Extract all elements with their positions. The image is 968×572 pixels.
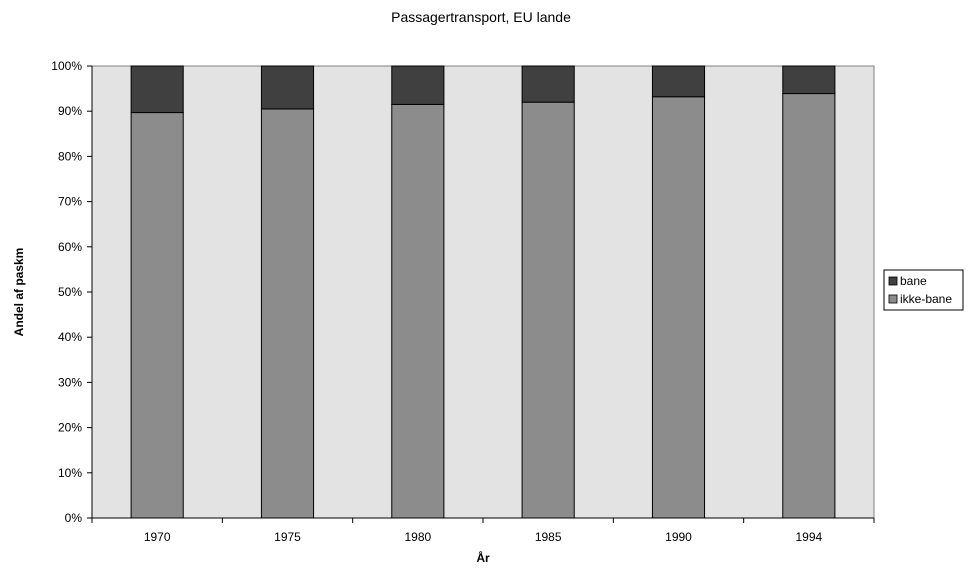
x-tick-label-1975: 1975 — [274, 530, 301, 544]
x-tick-label-1990: 1990 — [665, 530, 692, 544]
y-tick-label: 0% — [65, 511, 83, 525]
legend: bane ikke-bane — [883, 269, 964, 311]
bar-ikke-bane-1990 — [651, 96, 706, 519]
bar-ikke-bane-1994 — [782, 93, 836, 519]
ticks-layer: 1970 1975 1980 1985 1990 1994 0% 10% 20% 30% 40% 50… — [51, 59, 822, 544]
legend-swatch-ikke-bane — [888, 294, 898, 304]
bar-bane-1990 — [651, 65, 706, 98]
bar-ikke-bane-1970 — [130, 112, 184, 519]
y-tick-label: 10% — [58, 466, 82, 480]
bar-ikke-bane-1975 — [260, 108, 315, 519]
bar-ikke-bane-1980 — [391, 103, 445, 519]
y-tick-label: 20% — [58, 421, 82, 435]
x-tick-label-1970: 1970 — [144, 530, 171, 544]
y-tick-label: 40% — [58, 330, 82, 344]
y-tick-label: 100% — [51, 59, 82, 73]
bars-layer — [130, 65, 836, 519]
chart-title: Passagertransport, EU lande — [391, 9, 571, 25]
y-tick-label: 60% — [58, 240, 82, 254]
bar-ikke-bane-1985 — [521, 101, 575, 519]
x-axis-label: År — [476, 550, 490, 565]
legend-label-ikke-bane: ikke-bane — [900, 292, 952, 306]
y-tick-label: 90% — [58, 104, 82, 118]
bar-bane-1975 — [260, 65, 315, 110]
y-tick-label: 70% — [58, 195, 82, 209]
axes-layer — [87, 65, 875, 523]
bar-bane-1994 — [782, 65, 836, 95]
plot-area — [91, 65, 875, 519]
legend-swatch-bane — [888, 276, 898, 286]
bar-bane-1980 — [391, 65, 445, 105]
bar-bane-1970 — [130, 65, 184, 114]
x-tick-label-1980: 1980 — [404, 530, 431, 544]
y-tick-label: 50% — [58, 285, 82, 299]
legend-label-bane: bane — [900, 274, 927, 288]
x-tick-label-1985: 1985 — [535, 530, 562, 544]
y-tick-label: 80% — [58, 149, 82, 163]
y-tick-label: 30% — [58, 375, 82, 389]
y-axis-label: Andel af paskm — [12, 248, 26, 337]
x-tick-label-1994: 1994 — [795, 530, 822, 544]
bar-bane-1985 — [521, 65, 575, 103]
